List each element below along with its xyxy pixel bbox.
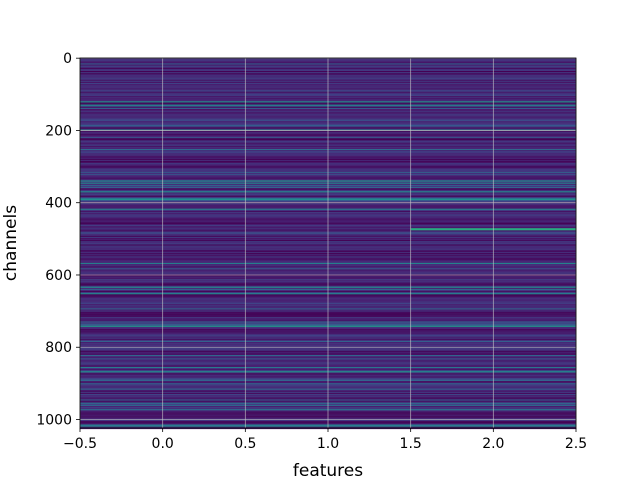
y-axis-ticks: 0 200 400 600 800 1000: [36, 51, 80, 429]
x-tick-label: 1.0: [317, 436, 339, 452]
plot-area: [79, 57, 577, 430]
y-tick-label: 0: [63, 51, 72, 67]
y-tick-label: 400: [45, 196, 72, 212]
x-tick-label: 0.5: [234, 436, 256, 452]
y-tick-label: 800: [45, 340, 72, 356]
x-tick-label: 2.0: [482, 436, 504, 452]
x-axis-label: features: [293, 461, 363, 480]
x-tick-label: 0.0: [152, 436, 174, 452]
x-tick-label: −0.5: [63, 436, 97, 452]
y-tick-label: 600: [45, 268, 72, 284]
x-axis-ticks: −0.5 0.0 0.5 1.0 1.5 2.0 2.5: [63, 428, 587, 452]
x-tick-label: 2.5: [565, 436, 587, 452]
y-tick-label: 1000: [36, 413, 72, 429]
y-tick-label: 200: [45, 123, 72, 139]
x-tick-label: 1.5: [400, 436, 422, 452]
y-axis-label: channels: [1, 205, 21, 281]
